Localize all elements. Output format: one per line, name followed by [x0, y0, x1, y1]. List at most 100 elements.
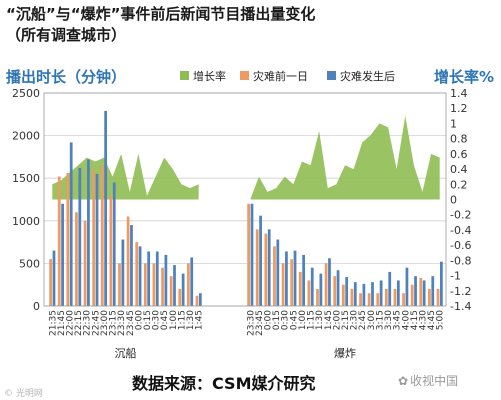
left-axis-title: 播出时长（分钟） — [6, 68, 126, 86]
bar-before — [135, 242, 139, 306]
x-tick-label: 1:30 — [315, 310, 325, 330]
bar-after — [276, 239, 280, 306]
x-tick-label: 1:00 — [298, 310, 308, 330]
x-tick-label: 1:45 — [324, 310, 334, 330]
bar-after — [439, 261, 443, 306]
growth-area-2 — [250, 115, 440, 200]
bar-before — [307, 280, 311, 306]
group-label: 爆炸 — [334, 346, 356, 360]
bar-after — [345, 277, 349, 306]
bar-before — [290, 259, 294, 306]
title-line-1: “沉船”与“爆炸”事件前后新闻节目播出量变化 — [6, 5, 316, 23]
title-line-2: （所有调查城市） — [6, 26, 127, 44]
bar-after — [379, 280, 383, 306]
bar-before — [178, 288, 182, 306]
bar-after — [302, 254, 306, 306]
legend-swatch-before — [240, 71, 249, 80]
y2-tick-label: -0.6 — [450, 239, 471, 252]
bar-after — [310, 267, 314, 306]
watermark-right-text: 收视中国 — [410, 374, 459, 388]
y2-tick-label: 0.4 — [450, 163, 468, 176]
x-tick-label: 3:30 — [384, 310, 394, 330]
bar-after — [190, 257, 194, 306]
y-tick-label: 2500 — [12, 87, 40, 100]
y2-tick-label: -1.4 — [450, 300, 471, 313]
bar-before — [281, 263, 285, 306]
bar-after — [138, 246, 142, 306]
bar-before — [49, 259, 53, 306]
x-tick-label: 23:45 — [255, 310, 265, 336]
y2-tick-label: 1 — [450, 117, 457, 130]
bar-before — [66, 173, 70, 306]
x-tick-label: 0:45 — [160, 310, 170, 330]
bar-after — [250, 203, 254, 306]
bar-after — [87, 159, 90, 306]
bar-after — [285, 251, 288, 306]
group-label: 沉船 — [114, 346, 136, 360]
x-tick-label: 4:45 — [427, 310, 437, 330]
growth-area-1 — [52, 153, 199, 200]
x-tick-label: 5:00 — [436, 310, 446, 330]
bar-before — [264, 233, 268, 306]
bar-before — [402, 293, 405, 306]
x-tick-label: 1:15 — [177, 310, 187, 330]
bar-before — [255, 229, 259, 306]
y2-tick-label: -0.4 — [450, 224, 471, 237]
bar-after — [155, 251, 159, 306]
bar-before — [333, 276, 337, 306]
y-tick-label: 2000 — [12, 130, 40, 143]
y2-tick-label: 0.2 — [450, 178, 468, 191]
y-tick-label: 0 — [33, 300, 40, 313]
bar-before — [92, 169, 96, 306]
y2-tick-label: 0.6 — [450, 148, 468, 161]
x-tick-label: 21:45 — [57, 310, 67, 336]
y-tick-label: 1000 — [12, 215, 40, 228]
legend: 增长率 灾难前一日 灾难发生后 — [180, 69, 395, 83]
bar-before — [152, 263, 156, 306]
bar-after — [353, 282, 357, 306]
bar-after — [405, 267, 409, 306]
bar-before — [247, 203, 251, 306]
bar-after — [147, 251, 151, 306]
bar-after — [78, 167, 82, 306]
x-tick-label: 1:00 — [169, 310, 179, 330]
y2-tick-label: 0.8 — [450, 133, 468, 146]
legend-label-after: 灾难发生后 — [340, 69, 395, 83]
bar-before — [359, 293, 362, 306]
bar-before — [376, 293, 380, 306]
x-tick-label: 22:30 — [83, 310, 93, 336]
x-tick-label: 21:35 — [48, 310, 58, 336]
x-tick-label: 1:15 — [307, 310, 317, 330]
bar-after — [61, 203, 64, 306]
x-tick-label: 22:00 — [66, 310, 76, 336]
x-tick-label: 3:00 — [367, 310, 377, 330]
bar-after — [259, 215, 262, 306]
bar-before — [169, 276, 173, 306]
watermark-left: © 光明网 — [4, 389, 43, 399]
bar-after — [95, 173, 99, 306]
x-tick-label: 1:30 — [186, 310, 196, 330]
bar-layer — [49, 110, 443, 306]
bar-before — [109, 195, 113, 306]
x-tick-label: 2:15 — [341, 310, 351, 330]
legend-swatch-growth — [180, 71, 189, 80]
y-tick-label: 500 — [19, 257, 40, 270]
x-tick-label: 23:00 — [100, 310, 110, 336]
plot-frame — [43, 92, 447, 307]
bar-after — [267, 229, 271, 306]
bar-after — [164, 254, 168, 306]
y2-tick-label: 0 — [450, 194, 457, 207]
x-tick-label: 23:30 — [246, 310, 256, 336]
x-tick-label: 4:15 — [410, 310, 420, 330]
bar-after — [422, 280, 426, 306]
bar-before — [298, 271, 302, 306]
y2-tick-label: -0.8 — [450, 254, 471, 267]
bar-before — [83, 220, 87, 306]
x-tick-label: 0:15 — [272, 310, 282, 330]
x-tick-label: 0:30 — [281, 310, 291, 330]
x-tick-label: 2:45 — [358, 310, 368, 330]
bar-after — [328, 258, 331, 306]
bar-before — [126, 216, 130, 306]
source-note: 数据来源：CSM媒介研究 — [132, 374, 316, 393]
